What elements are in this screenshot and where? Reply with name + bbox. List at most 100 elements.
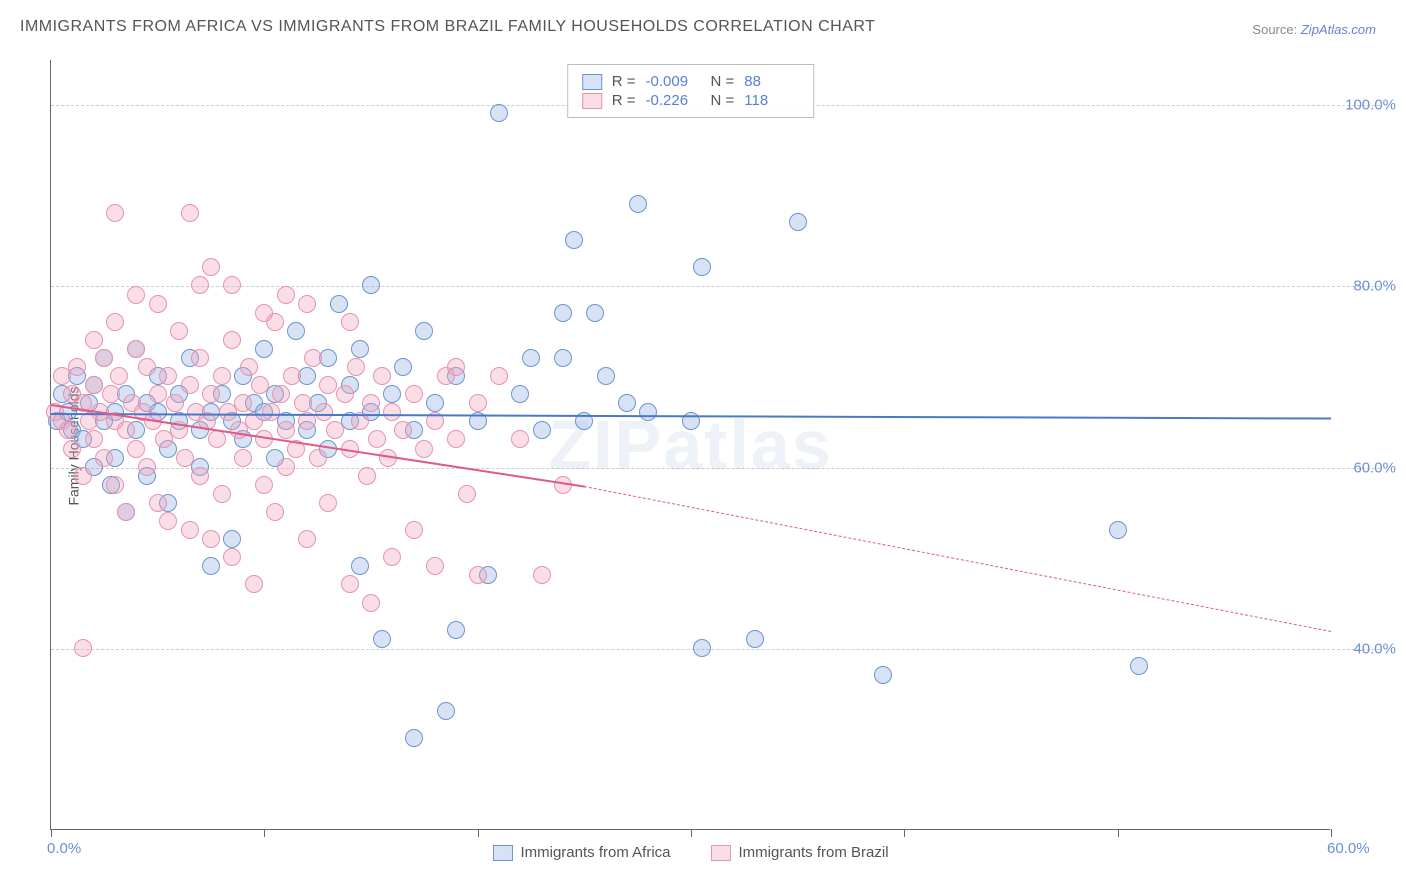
data-point — [110, 367, 128, 385]
data-point — [383, 403, 401, 421]
r-value: -0.009 — [646, 73, 701, 90]
data-point — [336, 385, 354, 403]
data-point — [277, 286, 295, 304]
data-point — [208, 430, 226, 448]
data-point — [565, 231, 583, 249]
data-point — [117, 503, 135, 521]
data-point — [127, 440, 145, 458]
data-point — [394, 358, 412, 376]
data-point — [789, 213, 807, 231]
data-point — [362, 276, 380, 294]
data-point — [166, 394, 184, 412]
data-point — [319, 494, 337, 512]
legend-swatch — [582, 93, 602, 109]
data-point — [191, 467, 209, 485]
r-value: -0.226 — [646, 92, 701, 109]
data-point — [533, 421, 551, 439]
data-point — [490, 104, 508, 122]
data-point — [223, 331, 241, 349]
data-point — [294, 394, 312, 412]
source-link[interactable]: ZipAtlas.com — [1301, 22, 1376, 37]
data-point — [262, 403, 280, 421]
source-label: Source: — [1252, 22, 1297, 37]
data-point — [138, 358, 156, 376]
data-point — [181, 521, 199, 539]
series-legend: Immigrants from AfricaImmigrants from Br… — [492, 844, 888, 861]
data-point — [1130, 657, 1148, 675]
data-point — [255, 304, 273, 322]
data-point — [304, 349, 322, 367]
data-point — [405, 729, 423, 747]
x-tick — [51, 829, 52, 837]
data-point — [533, 566, 551, 584]
data-point — [351, 557, 369, 575]
data-point — [138, 458, 156, 476]
data-point — [586, 304, 604, 322]
data-point — [415, 322, 433, 340]
data-point — [102, 385, 120, 403]
data-point — [309, 449, 327, 467]
legend-label: Immigrants from Brazil — [739, 844, 889, 861]
data-point — [85, 376, 103, 394]
data-point — [447, 621, 465, 639]
data-point — [202, 557, 220, 575]
data-point — [59, 421, 77, 439]
data-point — [511, 385, 529, 403]
data-point — [117, 421, 135, 439]
x-tick — [1331, 829, 1332, 837]
data-point — [149, 494, 167, 512]
data-point — [693, 258, 711, 276]
data-point — [341, 575, 359, 593]
data-point — [213, 367, 231, 385]
correlation-chart: IMMIGRANTS FROM AFRICA VS IMMIGRANTS FRO… — [10, 10, 1396, 882]
data-point — [554, 349, 572, 367]
data-point — [373, 630, 391, 648]
data-point — [223, 530, 241, 548]
data-point — [74, 639, 92, 657]
data-point — [234, 394, 252, 412]
data-point — [330, 295, 348, 313]
data-point — [426, 394, 444, 412]
data-point — [85, 331, 103, 349]
x-tick — [904, 829, 905, 837]
data-point — [437, 702, 455, 720]
r-label: R = — [612, 73, 636, 90]
data-point — [181, 204, 199, 222]
data-point — [341, 313, 359, 331]
data-point — [95, 449, 113, 467]
data-point — [618, 394, 636, 412]
data-point — [511, 430, 529, 448]
y-tick-label: 100.0% — [1336, 97, 1396, 114]
data-point — [255, 340, 273, 358]
stats-legend-box: R =-0.009N =88R =-0.226N =118 — [567, 64, 815, 118]
data-point — [277, 458, 295, 476]
plot-area: ZIPatlas R =-0.009N =88R =-0.226N =118 I… — [50, 60, 1330, 830]
data-point — [447, 358, 465, 376]
data-point — [159, 367, 177, 385]
x-tick-label: 60.0% — [1327, 840, 1370, 857]
data-point — [693, 639, 711, 657]
legend-item: Immigrants from Brazil — [711, 844, 889, 861]
x-tick — [478, 829, 479, 837]
data-point — [223, 276, 241, 294]
data-point — [447, 430, 465, 448]
data-point — [469, 566, 487, 584]
x-tick — [1118, 829, 1119, 837]
stats-row: R =-0.009N =88 — [582, 73, 800, 90]
data-point — [255, 476, 273, 494]
data-point — [522, 349, 540, 367]
legend-swatch — [711, 845, 731, 861]
data-point — [240, 358, 258, 376]
n-label: N = — [711, 73, 735, 90]
data-point — [351, 340, 369, 358]
data-point — [458, 485, 476, 503]
gridline — [51, 649, 1380, 650]
data-point — [234, 449, 252, 467]
data-point — [298, 530, 316, 548]
data-point — [159, 512, 177, 530]
data-point — [127, 286, 145, 304]
data-point — [202, 258, 220, 276]
data-point — [176, 449, 194, 467]
data-point — [490, 367, 508, 385]
data-point — [202, 385, 220, 403]
